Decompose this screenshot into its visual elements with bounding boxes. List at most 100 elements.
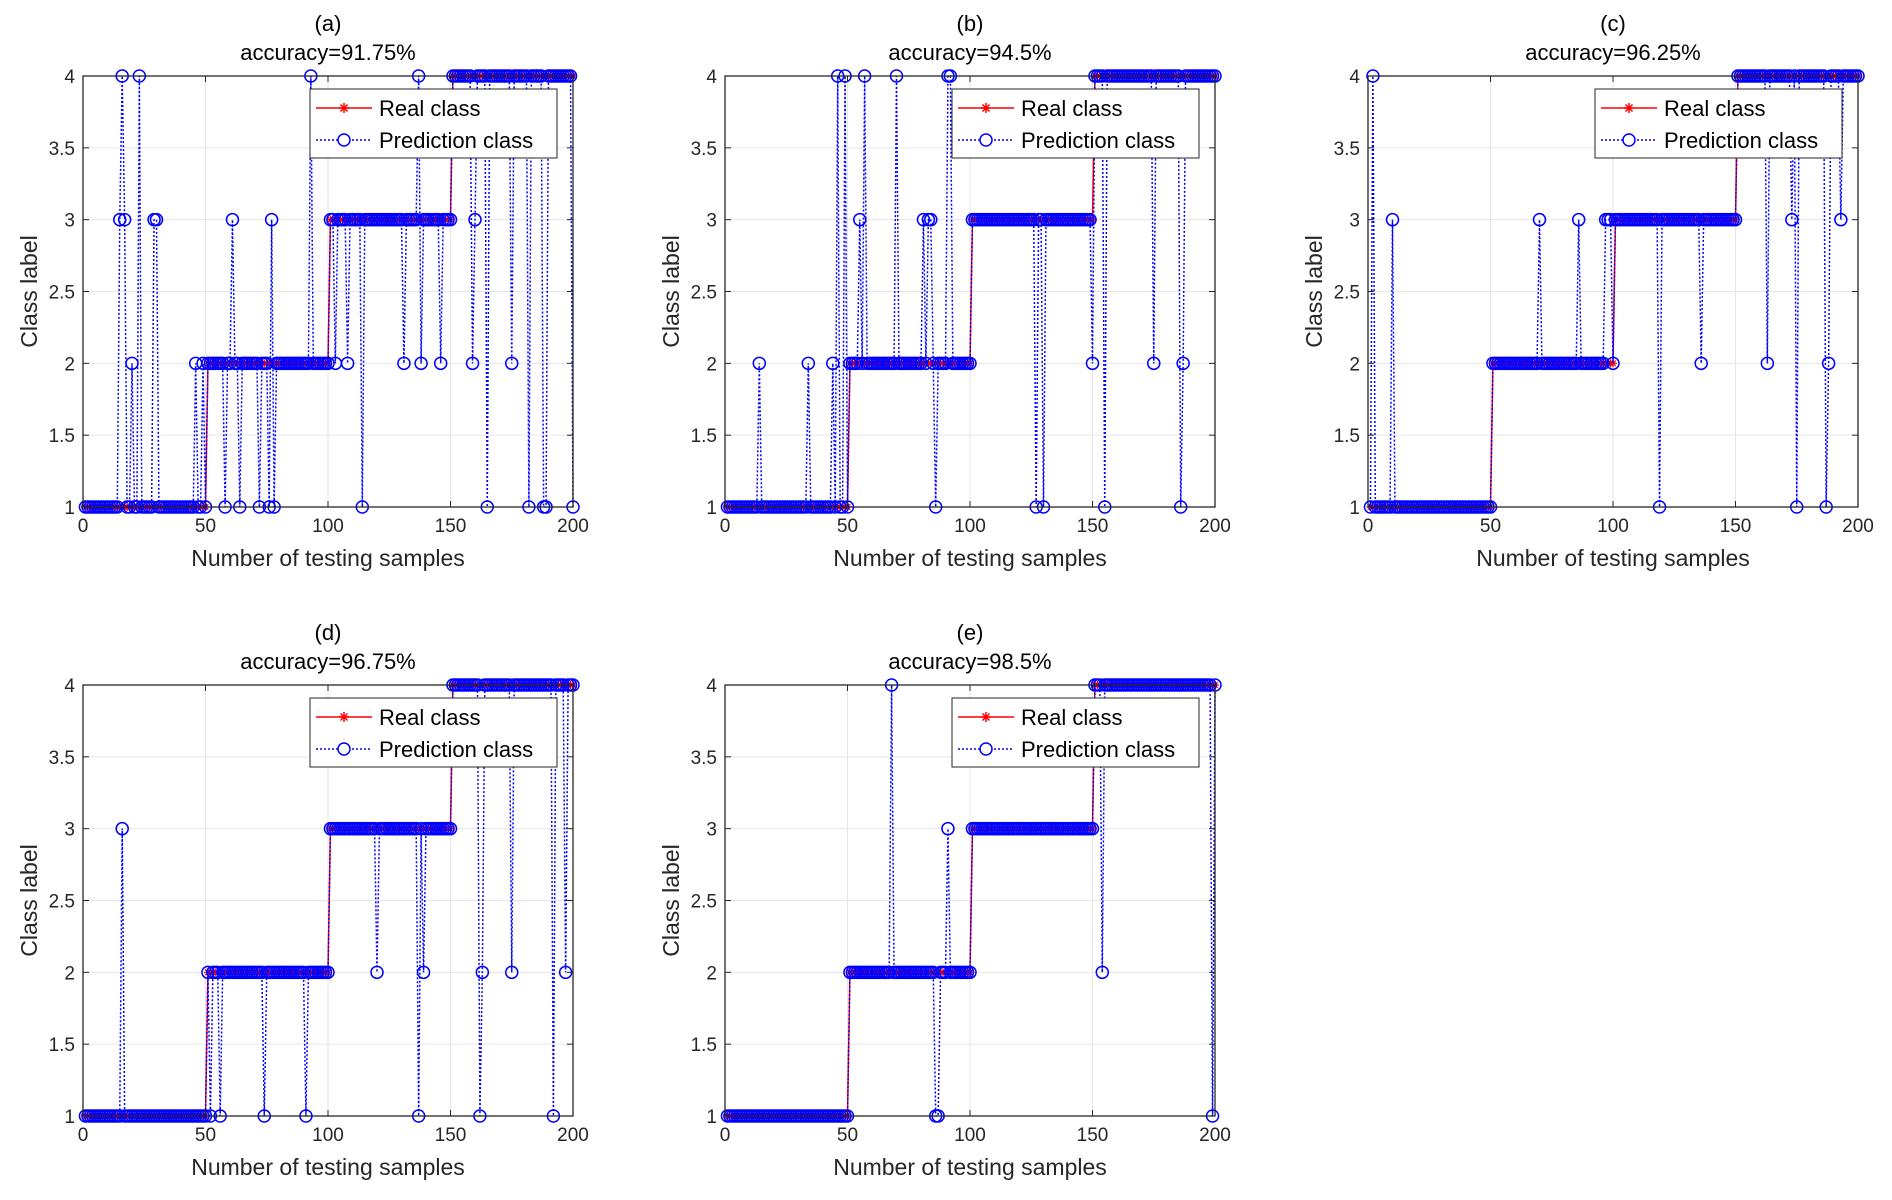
- x-tick-label: 200: [1199, 516, 1231, 537]
- legend-box: [309, 88, 558, 159]
- prediction-class-point: [443, 212, 458, 227]
- y-tick-label: 4: [64, 67, 75, 88]
- accuracy-subtitle: accuracy=94.5%: [888, 40, 1051, 65]
- legend-prediction-label: Prediction class: [379, 737, 533, 762]
- y-tick-label: 2.5: [691, 283, 717, 304]
- y-axis-label: Class label: [658, 235, 684, 348]
- x-tick-label: 100: [954, 1125, 986, 1146]
- legend-box: [951, 697, 1200, 768]
- legend-circle-icon: [979, 133, 993, 147]
- real-class-point: [1088, 215, 1097, 224]
- y-tick-label: 4: [1349, 67, 1360, 88]
- y-tick-label: 1: [706, 498, 717, 519]
- y-tick-label: 3: [1349, 211, 1360, 232]
- prediction-class-point: [1606, 356, 1620, 371]
- panel-title: (c): [1600, 11, 1626, 36]
- y-tick-label: 2: [64, 963, 75, 984]
- real-class-point: [1731, 215, 1740, 224]
- y-tick-label: 2.5: [691, 892, 717, 913]
- prediction-class-point: [1532, 212, 1547, 227]
- y-tick-label: 3.5: [49, 139, 75, 160]
- prediction-class-point: [1571, 212, 1586, 227]
- prediction-class-point: [941, 821, 955, 836]
- y-tick-label: 1.5: [49, 426, 75, 447]
- y-tick-label: 1.5: [49, 1035, 75, 1056]
- legend-star-icon: [981, 712, 991, 722]
- legend-circle-icon: [337, 742, 351, 756]
- prediction-class-point: [397, 356, 411, 371]
- prediction-class-point: [1834, 212, 1848, 227]
- x-tick-label: 0: [720, 516, 731, 537]
- accuracy-subtitle: accuracy=96.25%: [1525, 40, 1701, 65]
- real-class-point: [324, 968, 332, 977]
- x-tick-label: 100: [312, 1125, 344, 1146]
- panel-title: (e): [957, 620, 984, 645]
- legend-circle-icon: [337, 133, 351, 147]
- legend-star-icon: [1624, 103, 1634, 113]
- real-class-point: [1088, 824, 1097, 833]
- legend: Real class Prediction class: [951, 697, 1200, 768]
- chart-panel-e: 0 50 100 150 200 1 1.5 2 2.5 3 3.5 4 Number of testi…: [658, 620, 1231, 1180]
- legend-star-icon: [339, 103, 349, 113]
- legend-real-label: Real class: [1021, 705, 1122, 730]
- prediction-class-point: [1821, 356, 1836, 371]
- legend-real-label: Real class: [1664, 96, 1765, 121]
- y-tick-label: 3.5: [1334, 139, 1360, 160]
- chart-panel-b: 0 50 100 150 200 1 1.5 2 2.5 3 3.5 4 Number of testi…: [658, 11, 1231, 571]
- legend: Real class Prediction class: [309, 88, 558, 159]
- y-axis-label: Class label: [16, 844, 42, 957]
- legend-box: [951, 88, 1200, 159]
- x-axis-label: Number of testing samples: [191, 545, 465, 571]
- legend-prediction-label: Prediction class: [379, 128, 533, 153]
- prediction-class-point: [465, 356, 480, 371]
- prediction-class-point: [1785, 212, 1799, 227]
- prediction-class-point: [1083, 212, 1097, 227]
- x-tick-label: 150: [1077, 516, 1109, 537]
- legend-circle-icon: [1622, 133, 1636, 147]
- prediction-class-point: [963, 356, 977, 371]
- x-tick-label: 150: [435, 1125, 467, 1146]
- prediction-class-point: [149, 212, 164, 227]
- x-tick-label: 200: [557, 1125, 589, 1146]
- prediction-class-point: [370, 965, 384, 980]
- prediction-class-point: [414, 356, 428, 371]
- real-class-point: [324, 359, 332, 368]
- legend-real-label: Real class: [1021, 96, 1122, 121]
- prediction-class-point: [1760, 356, 1775, 371]
- accuracy-subtitle: accuracy=98.5%: [888, 649, 1051, 674]
- x-tick-label: 50: [837, 1125, 858, 1146]
- prediction-class-point: [443, 821, 458, 836]
- prediction-class-point: [1728, 212, 1743, 227]
- prediction-class-point: [752, 356, 767, 371]
- prediction-class-point: [505, 965, 519, 980]
- prediction-class-point: [264, 212, 279, 227]
- panel-title: (d): [315, 620, 342, 645]
- y-tick-label: 1: [64, 498, 75, 519]
- prediction-class-point: [853, 212, 867, 227]
- legend-box: [1594, 88, 1843, 159]
- prediction-class-point: [201, 965, 215, 980]
- legend-prediction-label: Prediction class: [1021, 737, 1175, 762]
- chart-panel-a: 0 50 100 150 200 1 1.5 2 2.5 3 3.5 4 Number of testi…: [16, 11, 589, 571]
- y-tick-label: 3: [706, 820, 717, 841]
- x-tick-label: 50: [195, 1125, 216, 1146]
- y-axis-label: Class label: [1301, 235, 1327, 348]
- prediction-class-point: [1694, 356, 1708, 371]
- prediction-class-point: [225, 212, 240, 227]
- panel-title: (b): [957, 11, 984, 36]
- y-tick-label: 1.5: [1334, 426, 1360, 447]
- prediction-class-point: [416, 965, 431, 980]
- prediction-class-point: [321, 356, 335, 371]
- x-tick-label: 0: [720, 1125, 731, 1146]
- x-tick-label: 100: [954, 516, 986, 537]
- prediction-class-point: [1385, 212, 1400, 227]
- x-tick-label: 50: [1480, 516, 1501, 537]
- accuracy-subtitle: accuracy=96.75%: [240, 649, 416, 674]
- y-axis-label: Class label: [16, 235, 42, 348]
- prediction-class-point: [475, 965, 490, 980]
- y-tick-label: 3.5: [691, 748, 717, 769]
- x-tick-label: 200: [557, 516, 589, 537]
- x-tick-label: 200: [1199, 1125, 1231, 1146]
- y-tick-label: 4: [706, 67, 717, 88]
